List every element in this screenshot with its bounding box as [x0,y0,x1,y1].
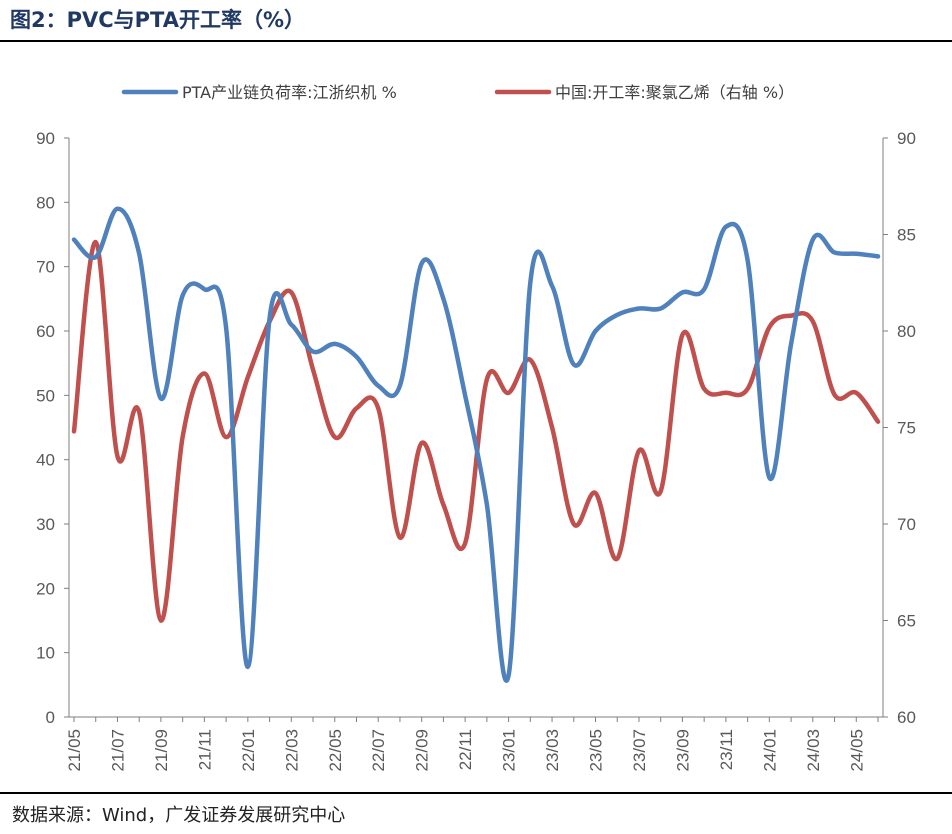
y-right-tick-label: 70 [897,515,916,534]
axes: 0 10 20 30 40 50 60 70 80 90 60 65 70 75 80 85 90 21/05 21… [36,129,916,772]
series-line-pta-load [71,206,881,683]
x-tick-label: 22/07 [369,729,388,772]
line-chart: PTA产业链负荷率:江浙织机 % 中国:开工率:聚氯乙烯（右轴 %） 0 10 20 3… [36,83,916,772]
x-tick-label: 22/09 [413,729,432,772]
x-tick-label: 22/05 [326,729,345,772]
series-line-pvc-rate [71,239,881,623]
y-left-tick-label: 0 [46,708,55,727]
legend-label: PTA产业链负荷率:江浙织机 % [182,83,397,102]
x-tick-label: 22/11 [456,729,475,770]
y-right-tick-label: 90 [897,129,916,148]
x-tick-label: 24/01 [760,729,779,772]
x-tick-label: 23/11 [717,729,736,770]
x-tick-label: 24/05 [847,729,866,772]
top-divider [0,40,952,42]
bottom-divider [0,792,952,794]
x-tick-label: 22/03 [282,729,301,772]
y-left-tick-label: 60 [36,322,55,341]
y-left-tick-label: 20 [36,579,55,598]
x-tick-label: 21/05 [65,729,84,772]
y-left-tick-label: 90 [36,129,55,148]
y-left-tick-label: 50 [36,386,55,405]
y-right-tick-label: 75 [897,419,916,438]
legend-label: 中国:开工率:聚氯乙烯（右轴 %） [555,83,794,102]
x-tick-label: 21/09 [152,729,171,772]
x-tick-label: 23/05 [587,729,606,772]
x-tick-label: 23/09 [673,729,692,772]
x-tick-label: 22/01 [239,729,258,772]
y-left-tick-label: 40 [36,451,55,470]
y-right-tick-label: 85 [897,226,916,245]
y-right-tick-label: 65 [897,612,916,631]
y-left-tick-label: 10 [36,644,55,663]
legend: PTA产业链负荷率:江浙织机 % 中国:开工率:聚氯乙烯（右轴 %） [121,83,794,102]
source-note: 数据来源：Wind，广发证券发展研究中心 [12,805,346,826]
x-tick-label: 23/03 [543,729,562,772]
y-right-tick-label: 80 [897,322,916,341]
x-tick-label: 23/01 [500,729,519,772]
x-tick-label: 23/07 [630,729,649,772]
x-tick-label: 21/07 [108,729,127,772]
y-left-tick-label: 80 [36,193,55,212]
page-title: 图2：PVC与PTA开工率（%） [10,8,306,32]
y-left-tick-label: 70 [36,258,55,277]
x-tick-label: 24/03 [804,729,823,772]
x-tick-label: 21/11 [195,729,214,770]
y-right-tick-label: 60 [897,708,916,727]
y-left-tick-label: 30 [36,515,55,534]
series-layer [71,206,881,683]
